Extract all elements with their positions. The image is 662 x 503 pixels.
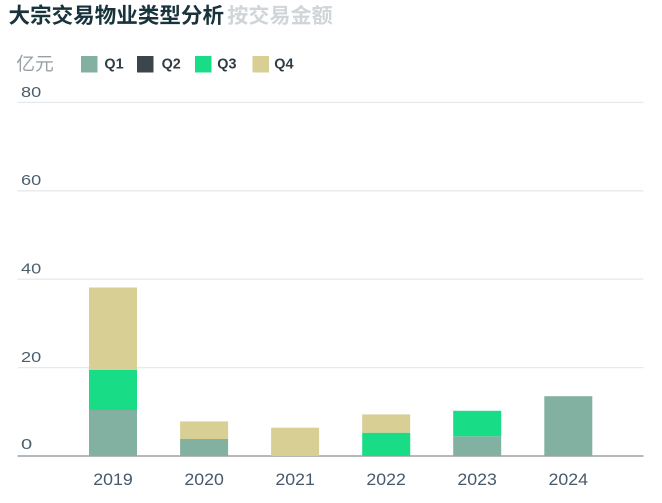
svg-text:2020: 2020 (184, 471, 224, 489)
svg-text:2021: 2021 (275, 471, 315, 489)
svg-text:Q3: Q3 (217, 57, 236, 73)
svg-text:Q4: Q4 (274, 57, 293, 73)
svg-text:0: 0 (21, 437, 32, 453)
svg-text:20: 20 (21, 350, 41, 366)
svg-text:Q1: Q1 (104, 57, 123, 73)
svg-text:2023: 2023 (457, 471, 497, 489)
svg-text:40: 40 (21, 262, 41, 278)
svg-text:80: 80 (21, 85, 41, 101)
svg-text:2019: 2019 (93, 471, 133, 489)
svg-text:2022: 2022 (366, 471, 406, 489)
svg-text:Q2: Q2 (162, 57, 181, 73)
svg-text:2024: 2024 (549, 471, 589, 489)
svg-text:60: 60 (21, 173, 41, 189)
